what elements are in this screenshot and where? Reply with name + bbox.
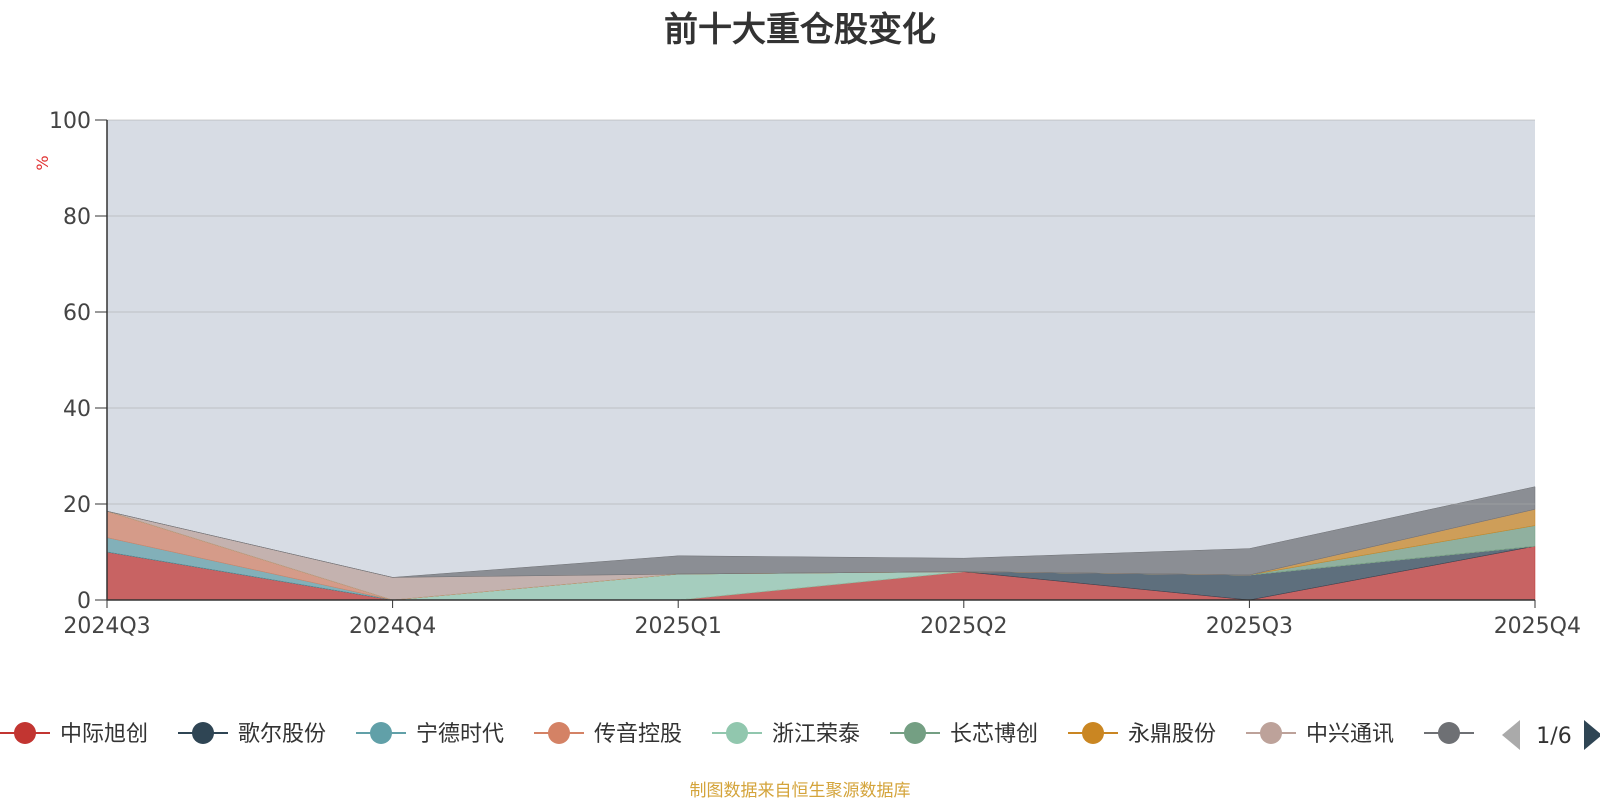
legend-item[interactable]: 永鼎股份 — [1068, 722, 1216, 747]
legend-circle-marker — [1438, 722, 1460, 744]
y-tick-label: 0 — [77, 589, 91, 614]
legend-pager-background — [1482, 705, 1600, 765]
legend-circle-marker — [14, 722, 36, 744]
legend-item[interactable]: 中际旭创 — [0, 722, 148, 747]
legend-circle-marker — [370, 722, 392, 744]
y-tick-label: 60 — [63, 301, 91, 326]
y-axis-unit-label: % — [33, 155, 52, 170]
legend-item[interactable]: 传音控股 — [534, 722, 682, 747]
legend-circle-marker — [1082, 722, 1104, 744]
legend-label: 传音控股 — [594, 722, 682, 747]
legend-circle-marker — [904, 722, 926, 744]
y-tick-label: 100 — [49, 109, 91, 134]
y-tick-label: 40 — [63, 397, 91, 422]
legend-circle-marker — [1260, 722, 1282, 744]
triangle-left-icon[interactable] — [1502, 720, 1520, 750]
x-tick-label: 2024Q3 — [63, 614, 150, 639]
chart-title: 前十大重仓股变化 — [664, 10, 936, 50]
legend-label: 长芯博创 — [950, 722, 1038, 747]
x-tick-label: 2025Q4 — [1494, 614, 1581, 639]
data-source-note: 制图数据来自恒生聚源数据库 — [689, 781, 911, 801]
legend-item[interactable]: 浙江荣泰 — [712, 722, 860, 747]
legend-label: 中际旭创 — [60, 722, 148, 747]
triangle-right-icon[interactable] — [1584, 720, 1600, 750]
legend-label: 宁德时代 — [416, 722, 504, 747]
x-tick-label: 2025Q2 — [920, 614, 1007, 639]
legend-label: 歌尔股份 — [238, 722, 326, 747]
x-tick-label: 2025Q1 — [635, 614, 722, 639]
legend-item[interactable]: 中兴通讯 — [1246, 722, 1394, 747]
y-tick-label: 20 — [63, 493, 91, 518]
legend-item[interactable]: 长芯博创 — [890, 722, 1038, 747]
y-tick-label: 80 — [63, 205, 91, 230]
legend-circle-marker — [726, 722, 748, 744]
x-tick-label: 2025Q3 — [1206, 614, 1293, 639]
legend-item[interactable]: 宁德时代 — [356, 722, 504, 747]
legend-label: 中兴通讯 — [1306, 722, 1394, 747]
legend-circle-marker — [548, 722, 570, 744]
legend-label: 浙江荣泰 — [772, 722, 860, 747]
legend-item[interactable]: 歌尔股份 — [178, 722, 326, 747]
legend-page-indicator: 1/6 — [1536, 724, 1571, 749]
plot-background — [107, 120, 1535, 600]
legend-circle-marker — [192, 722, 214, 744]
area-series-8[interactable] — [106, 486, 1536, 578]
legend-label: 永鼎股份 — [1128, 722, 1216, 747]
x-tick-label: 2024Q4 — [349, 614, 436, 639]
